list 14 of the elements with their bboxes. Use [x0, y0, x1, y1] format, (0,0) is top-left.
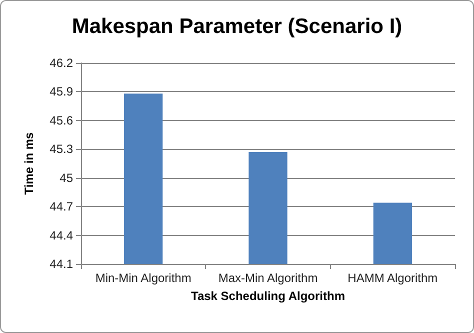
y-tick-label: 45: [60, 170, 74, 185]
y-tick-label: 45.3: [50, 142, 74, 156]
x-tick-label: Min-Min Algorithm: [95, 271, 192, 285]
y-tick-label: 44.1: [50, 257, 74, 271]
chart-title: Makespan Parameter (Scenario I): [72, 15, 402, 38]
y-axis-title: Time in ms: [22, 132, 36, 195]
y-tick-label: 44.7: [50, 200, 74, 214]
x-tick-label: HAMM Algorithm: [348, 271, 438, 285]
y-tick-label: 46.2: [50, 56, 74, 70]
y-tick-label: 45.9: [50, 84, 74, 99]
y-tick-label: 44.4: [50, 228, 74, 242]
x-axis-title: Task Scheduling Algorithm: [190, 289, 346, 303]
y-tick-label: 45.6: [50, 113, 74, 128]
x-tick-label: Max-Min Algorithm: [218, 271, 318, 285]
